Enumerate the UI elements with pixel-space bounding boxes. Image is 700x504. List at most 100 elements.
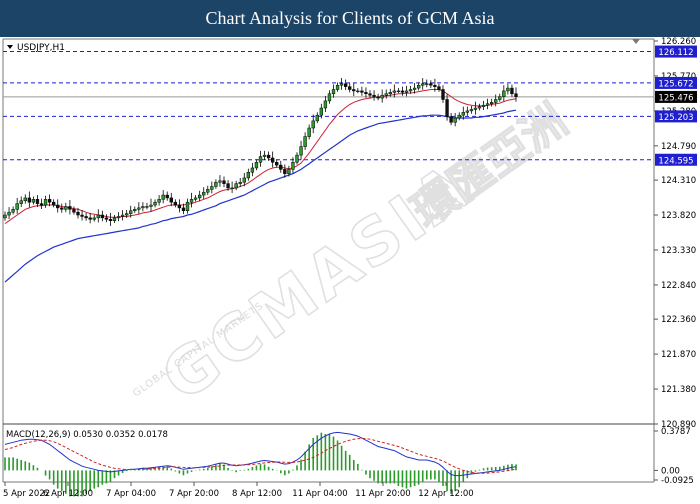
candle-body [392, 90, 397, 93]
candle-body [169, 197, 173, 203]
candle-body [88, 217, 92, 220]
price-tick-label: 124.790 [661, 142, 696, 152]
price-chart-svg: GCMASIA 環匯亞洲 GLOBAL CAPITAL MARKETS USDJ… [0, 37, 700, 500]
candle-body [425, 83, 429, 85]
candle-body [177, 204, 182, 209]
candle-body [133, 209, 137, 211]
candle-body [498, 96, 502, 100]
candle-body [35, 199, 40, 204]
candle-body [242, 177, 246, 183]
candle-body [72, 209, 76, 213]
time-tick-label: 5 Apr 2022 [3, 489, 50, 499]
candle-body [433, 84, 437, 87]
candle-body [120, 214, 125, 217]
candle-body [360, 90, 364, 93]
level-tag-label: 125.672 [658, 79, 693, 89]
triangle-down-icon[interactable] [7, 45, 13, 49]
candle-body [149, 204, 153, 207]
candle-body [408, 89, 413, 92]
time-tick-label: 7 Apr 04:00 [106, 489, 156, 499]
candle-body [348, 86, 352, 90]
candle-body [64, 206, 68, 210]
candle-body [112, 217, 117, 221]
ema-slow-line [4, 109, 517, 283]
candle-body [461, 112, 465, 116]
candle-body [27, 197, 32, 203]
candle-body [319, 107, 324, 116]
candle-body [311, 120, 315, 129]
candle-body [234, 183, 238, 189]
candle-body [388, 92, 392, 95]
time-tick-label: 11 Apr 20:00 [355, 489, 410, 499]
candle-body [291, 161, 295, 170]
time-tick-label: 11 Apr 04:00 [292, 489, 347, 499]
candle-body [303, 136, 307, 147]
candle-body [161, 194, 165, 200]
candle-body [465, 110, 470, 113]
candle-body [189, 199, 194, 203]
price-tick-label: 122.360 [661, 315, 696, 325]
candle-body [197, 194, 202, 199]
price-tick-label: 126.260 [661, 37, 696, 47]
time-tick-label: 12 Apr 12:00 [418, 489, 473, 499]
candle-body [510, 87, 514, 95]
candle-body [104, 217, 109, 220]
candle-body [279, 164, 283, 170]
candle-body [368, 93, 372, 96]
ema-slow-layer [4, 109, 517, 283]
candle-body [429, 83, 433, 86]
candle-body [299, 146, 303, 156]
candle-body [437, 86, 441, 90]
candle-body [108, 219, 113, 221]
candle-body [489, 102, 494, 105]
chart-shift-marker-icon [632, 39, 640, 44]
candle-body [380, 94, 384, 99]
candle-body [185, 201, 190, 211]
candle-body [23, 197, 27, 202]
candle-body [218, 180, 222, 183]
symbol-label: USDJPY,H1 [17, 43, 65, 53]
candle-body [145, 206, 149, 208]
candle-body [384, 93, 388, 96]
candle-body [477, 106, 482, 109]
candle-body [372, 94, 376, 97]
candle-body [100, 214, 105, 219]
candle-body [473, 107, 478, 110]
candle-body [376, 96, 380, 99]
candle-body [514, 93, 518, 97]
candle-body [181, 207, 186, 211]
candle-body [47, 199, 52, 203]
candle-body [449, 116, 453, 123]
time-tick-label: 7 Apr 20:00 [169, 489, 219, 499]
candle-body [412, 87, 417, 90]
candle-body [323, 100, 328, 109]
candle-body [141, 206, 145, 209]
candle-body [7, 211, 11, 216]
candle-body [39, 203, 44, 206]
candle-body [339, 83, 344, 86]
candle-body [19, 200, 23, 204]
candle-body [129, 210, 133, 214]
candle-body [238, 181, 242, 184]
candle-body [246, 171, 251, 179]
candle-body [226, 183, 230, 189]
price-tick-label: 121.870 [661, 350, 696, 360]
candle-body [254, 161, 259, 169]
banner-title: Chart Analysis for Clients of GCM Asia [205, 8, 495, 28]
level-tag [655, 110, 697, 123]
macd-layer [4, 431, 517, 497]
macd-tick-label: -0.0925 [661, 476, 694, 486]
time-tick-label: 6 Apr 12:00 [43, 489, 93, 499]
candle-body [15, 203, 19, 210]
candle-body [51, 201, 56, 206]
candle-body [3, 214, 7, 219]
candle-body [230, 187, 234, 189]
candle-body [441, 89, 445, 100]
candle-body [210, 186, 214, 190]
level-tag [655, 76, 697, 89]
price-tick-label: 124.310 [661, 176, 696, 186]
price-tick-label: 122.840 [661, 281, 696, 291]
macd-line [4, 431, 517, 477]
candle-body [153, 201, 157, 206]
